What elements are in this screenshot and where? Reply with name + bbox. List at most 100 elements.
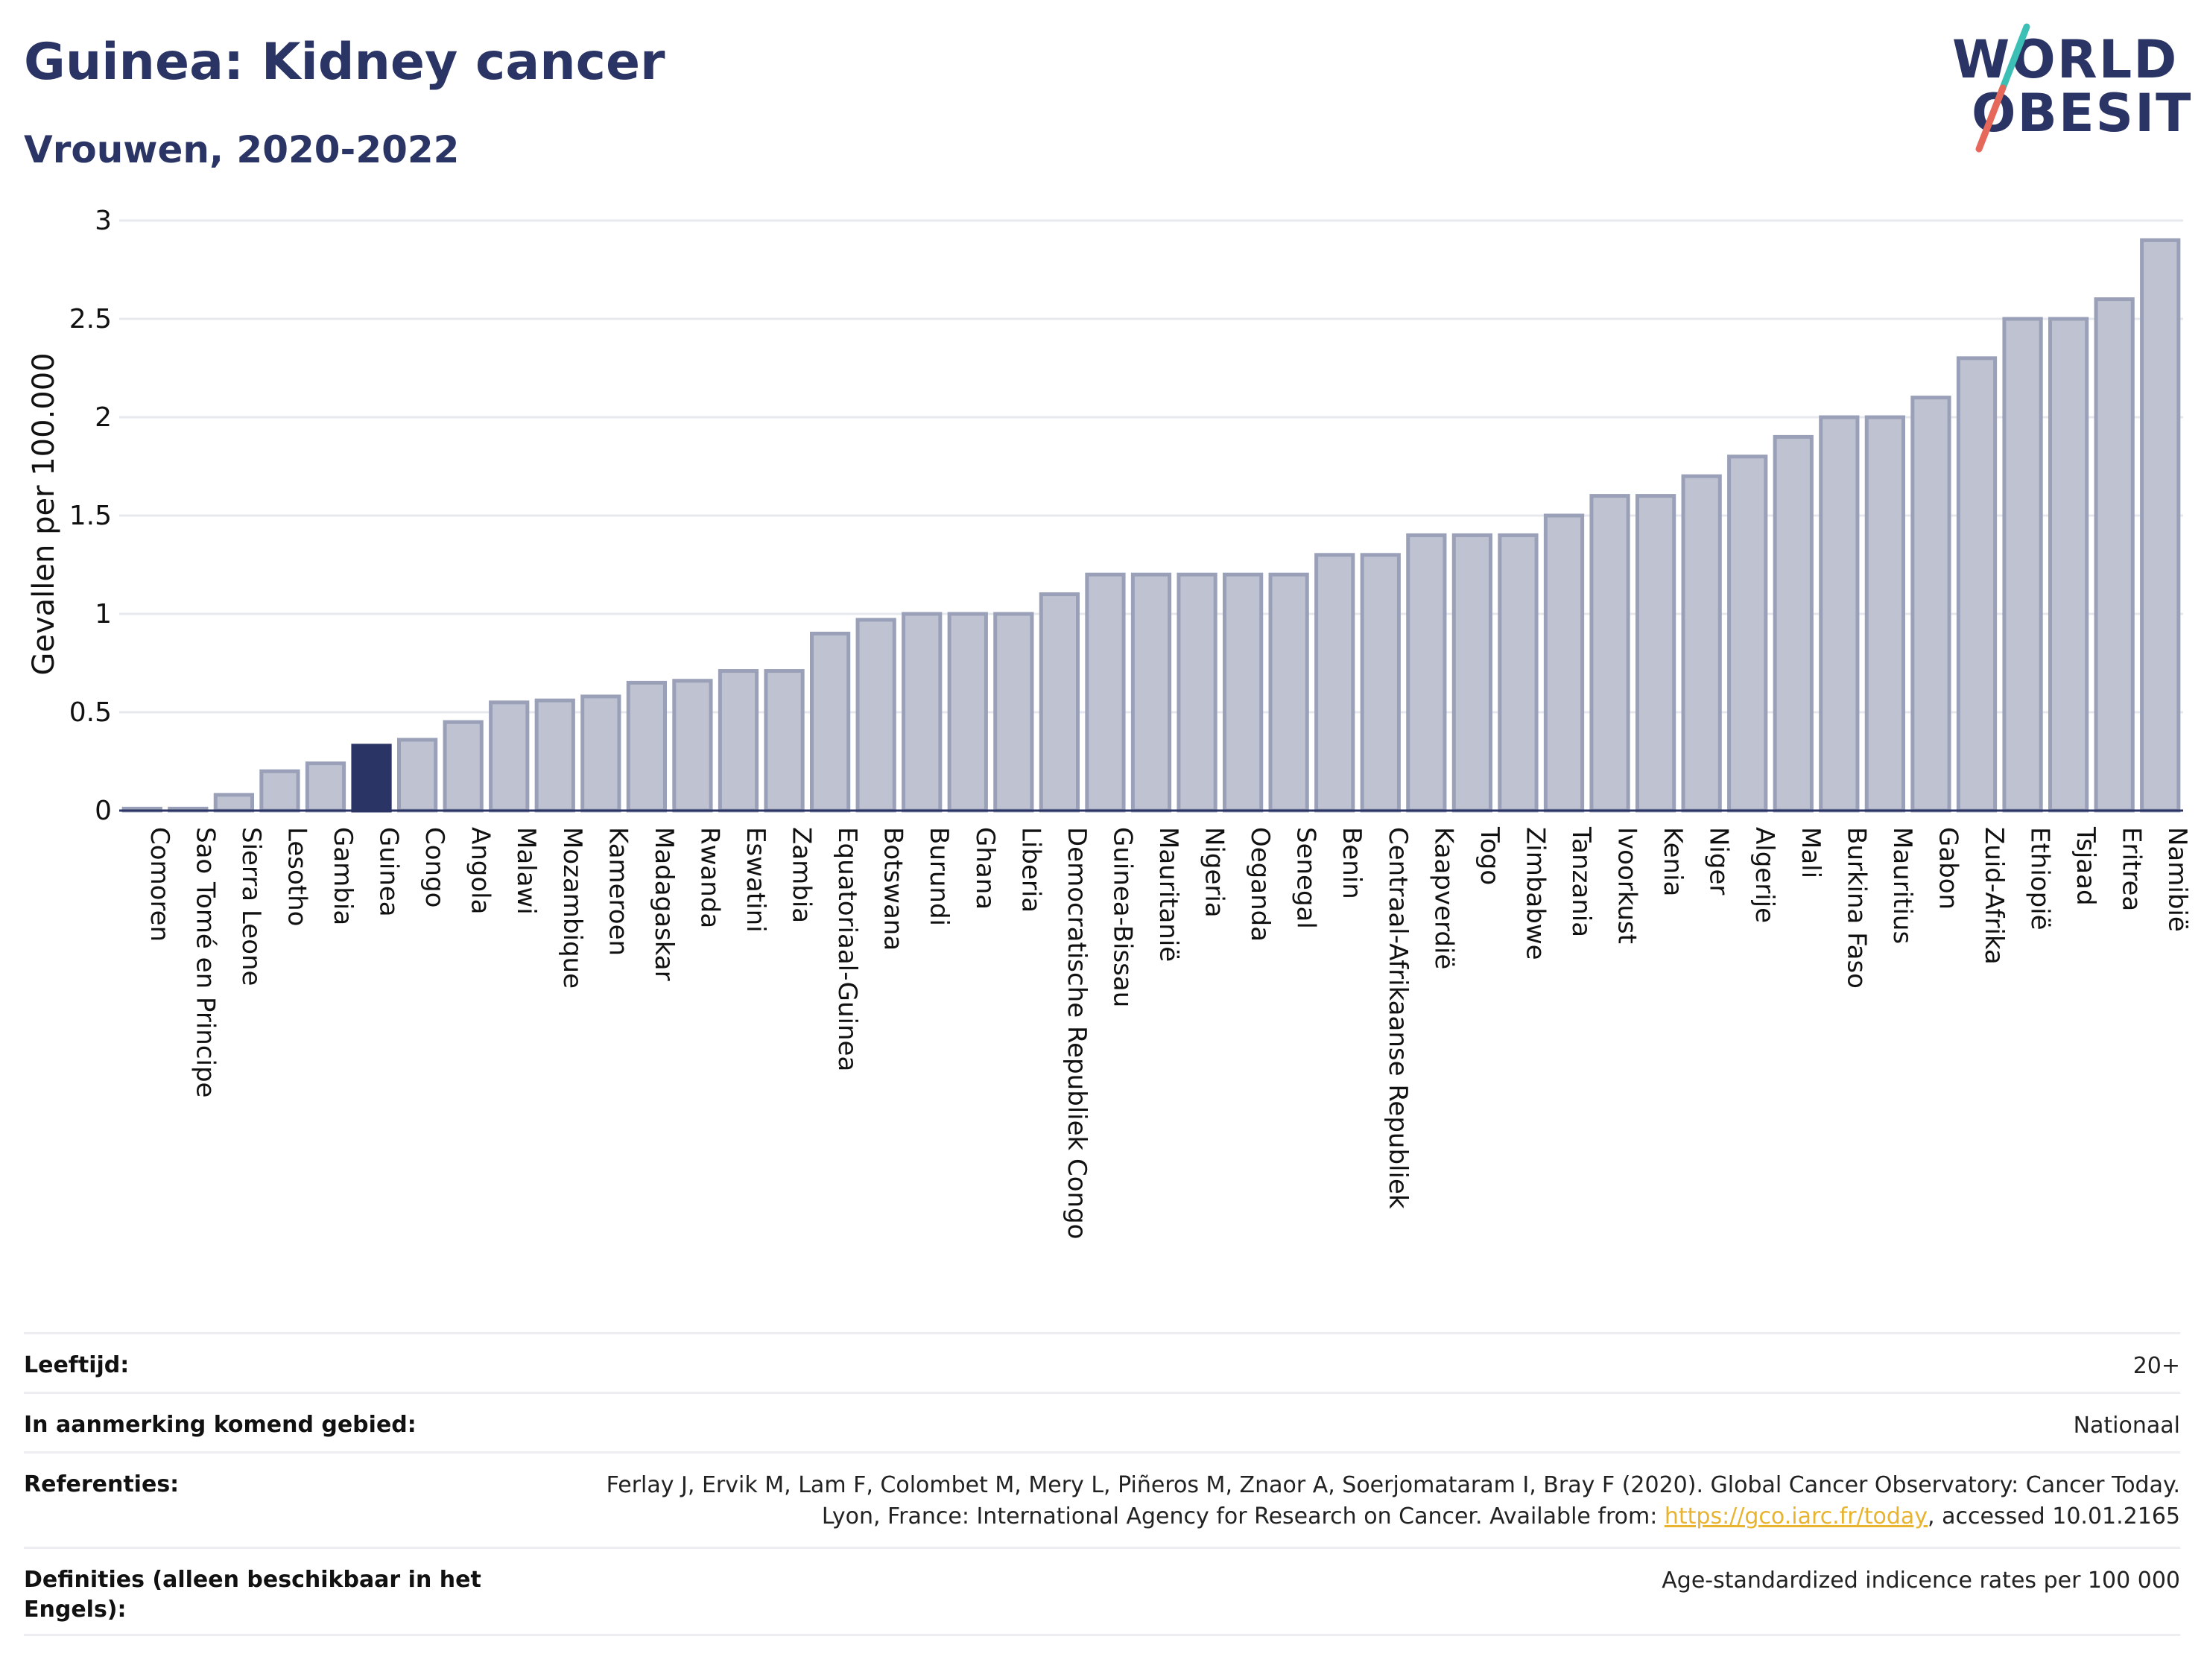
bar-chart: 0 0.5 1 1.5 2 2.5 3 Comoren Sao Tomé en Princip… [27, 206, 2192, 1240]
x-tick-label: Kaapverdië [1428, 827, 1458, 969]
x-tick-label: Botswana [878, 827, 908, 951]
meta-value: Age-standardized indicence rates per 100… [1662, 1568, 2180, 1594]
bar-sierra-leone [213, 793, 255, 813]
bar-namibi- [2140, 238, 2181, 813]
bar-guinea [351, 744, 392, 813]
bar-lesotho [259, 769, 300, 813]
x-tick-label: Democratische Republiek Congo [1062, 827, 1092, 1240]
bar-togo [1451, 533, 1493, 813]
bar-liberia [993, 612, 1034, 813]
x-tick-label: Senegal [1291, 827, 1321, 929]
bar-kaapverdi- [1406, 533, 1447, 813]
x-tick-label: Ghana [970, 827, 1000, 910]
x-tick-label: Congo [419, 827, 449, 907]
bar-guinea-bissau [1085, 572, 1126, 813]
x-tick-label: Ivoorkust [1612, 827, 1642, 944]
x-tick-label: Togo [1475, 826, 1504, 885]
bar-algerije [1727, 454, 1768, 813]
x-tick-label: Guinea [374, 827, 404, 917]
bar-gabon [1910, 396, 1951, 813]
bars [121, 238, 2181, 813]
meta-label: Definities (alleen beschikbaar in het En… [24, 1567, 481, 1623]
reference-link[interactable]: https://gco.iarc.fr/today [1664, 1503, 1928, 1530]
x-tick-label: Oeganda [1245, 827, 1275, 942]
x-tick-label: Equatoriaal-Guinea [832, 827, 862, 1071]
bar-mauritani- [1130, 572, 1172, 813]
x-tick-label: Centraal-Afrikaanse Republiek [1383, 827, 1413, 1209]
bar-rwanda [672, 679, 713, 813]
y-tick-labels: 0 0.5 1 1.5 2 2.5 3 [69, 206, 112, 826]
metadata-table: Leeftijd: 20+ In aanmerking komend gebied:… [24, 1332, 2180, 1636]
bar-senegal [1268, 572, 1309, 813]
meta-label: Leeftijd: [24, 1352, 130, 1378]
reference-accessed: , accessed 10.01.2165 [1928, 1503, 2180, 1530]
y-tick-label: 3 [95, 206, 112, 236]
bar-tsjaad [2048, 317, 2089, 813]
x-tick-label: Tsjaad [2071, 826, 2100, 906]
x-tick-label: Madagaskar [649, 827, 679, 981]
meta-row: Leeftijd: 20+ [24, 1332, 2180, 1392]
x-tick-label: Sao Tomé en Principe [190, 827, 220, 1097]
bar-angola [443, 720, 484, 813]
y-tick-label: 1.5 [69, 501, 112, 531]
x-tick-label: Eswatini [741, 827, 770, 933]
bar-kameroen [580, 694, 621, 813]
bar-botswana [855, 618, 896, 813]
bar-ghana [947, 612, 988, 813]
reference-text: Ferlay J, Ervik M, Lam F, Colombet M, Me… [606, 1472, 2180, 1530]
bar-zuid-afrika [1956, 356, 1998, 813]
x-tick-label: Tanzania [1566, 826, 1596, 937]
logo-slash-top [1999, 23, 2030, 92]
x-tick-label: Niger [1704, 827, 1734, 895]
bar-ethiopi- [2002, 317, 2043, 813]
x-tick-label: Zimbabwe [1520, 827, 1550, 960]
meta-value: 20+ [2132, 1353, 2180, 1379]
y-tick-label: 2.5 [69, 304, 112, 335]
x-tick-label: Guinea-Bissau [1107, 827, 1137, 1007]
chart-subtitle: Vrouwen, 2020-2022 [24, 128, 460, 171]
bar-equatoriaal-guinea [809, 631, 851, 813]
x-tick-label: Mali [1796, 827, 1825, 878]
x-tick-label: Rwanda [694, 827, 724, 928]
world-obesity-logo: WORLD OBESITY [1952, 23, 2191, 153]
x-tick-label: Burundi [924, 827, 954, 926]
bar-malawi [489, 700, 530, 813]
x-tick-label: Namibië [2162, 827, 2192, 932]
bar-centraal-afrikaanse-republiek [1360, 553, 1401, 813]
bar-mauritius [1864, 415, 1906, 813]
x-tick-label: Malawi [511, 827, 541, 915]
bar-benin [1314, 553, 1355, 813]
meta-label: In aanmerking komend gebied: [24, 1412, 417, 1438]
x-tick-label: Zuid-Afrika [1979, 827, 2009, 965]
bar-burundi [902, 612, 943, 813]
bar-congo [396, 738, 438, 813]
bar-ivoorkust [1589, 494, 1630, 813]
bar-mozambique [534, 698, 575, 813]
bar-madagaskar [626, 680, 668, 813]
meta-label: Referenties: [24, 1471, 180, 1497]
meta-value: Nationaal [2073, 1413, 2180, 1439]
x-tick-label: Burkina Faso [1841, 827, 1871, 989]
x-tick-label: Eritrea [2117, 827, 2147, 911]
y-axis-label: Gevallen per 100.000 [27, 352, 61, 675]
y-tick-label: 0.5 [69, 697, 112, 728]
x-tick-label: Comoren [145, 827, 174, 942]
meta-row: In aanmerking komend gebied: Nationaal [24, 1392, 2180, 1451]
x-tick-label: Kenia [1658, 827, 1688, 896]
x-tick-label: Benin [1337, 827, 1367, 899]
x-tick-label: Gabon [1933, 827, 1963, 910]
bar-mali [1773, 434, 1814, 813]
meta-row: Definities (alleen beschikbaar in het En… [24, 1547, 2180, 1636]
logo-text-obesity: OBESITY [1972, 83, 2191, 144]
y-tick-label: 2 [95, 402, 112, 433]
x-tick-label: Lesotho [282, 827, 311, 926]
bar-kenia [1635, 494, 1676, 813]
x-tick-label: Angola [466, 827, 495, 914]
x-tick-label: Zambia [787, 827, 817, 923]
x-tick-label: Mozambique [557, 827, 587, 989]
bar-burkina-faso [1819, 415, 1860, 813]
x-tick-label: Algerije [1749, 827, 1779, 923]
y-tick-label: 1 [95, 599, 112, 630]
bar-eswatini [718, 669, 759, 813]
logo-text-world: WORLD [1952, 29, 2178, 90]
